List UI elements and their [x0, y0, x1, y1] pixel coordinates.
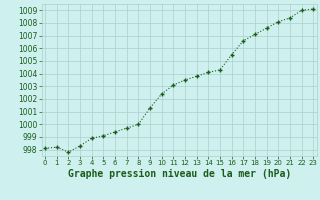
- X-axis label: Graphe pression niveau de la mer (hPa): Graphe pression niveau de la mer (hPa): [68, 169, 291, 179]
